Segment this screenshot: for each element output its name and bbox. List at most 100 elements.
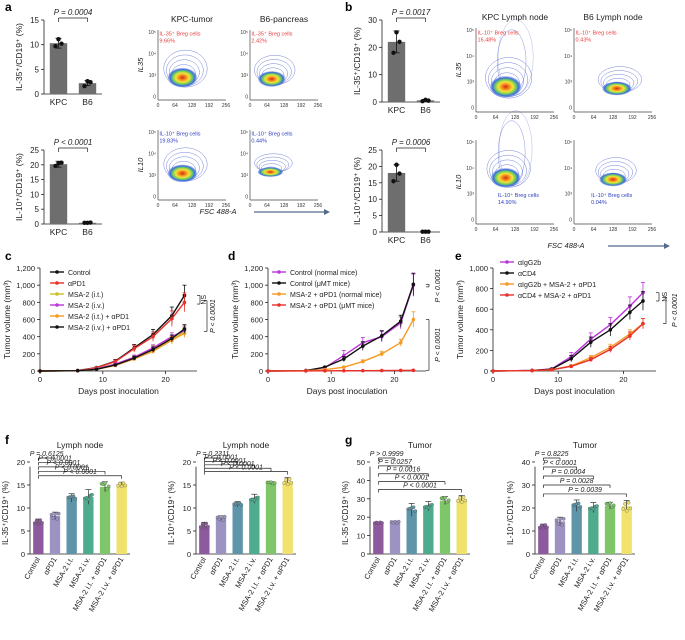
y-tick-label: 40 <box>522 458 530 467</box>
legend-entry: MSA-2 + αPD1 (normal mice) <box>290 292 382 299</box>
legend-entry: Control <box>68 270 91 277</box>
y-tick-label: 5 <box>35 205 40 214</box>
y-tick-label: 10⁵ <box>466 140 474 146</box>
y-tick-label: 0 <box>259 367 263 376</box>
x-tick-label: 0 <box>249 203 252 209</box>
y-tick-label: 10 <box>17 504 25 513</box>
gate-value: 2.42% <box>251 39 267 45</box>
x-axis-label: Days post inoculation <box>534 386 615 396</box>
y-tick-label: 5 <box>21 527 25 536</box>
category-label: KPC <box>50 227 67 237</box>
x-tick-label: 0 <box>491 375 495 384</box>
p-value-label: P = 0.0006 <box>392 138 431 147</box>
legend-entry: αCD4 <box>518 271 536 278</box>
gate-value: 9.66% <box>159 39 175 45</box>
y-tick-label: 0 <box>35 90 40 99</box>
data-point <box>323 365 327 369</box>
bar <box>423 506 434 554</box>
x-tick-label: 0 <box>157 203 160 209</box>
density-blob <box>257 71 286 87</box>
data-point <box>182 300 187 305</box>
y-axis-label: IL10 <box>454 174 463 189</box>
data-point <box>541 526 546 530</box>
y-tick-label: 10³ <box>149 173 157 179</box>
bar <box>588 507 599 554</box>
data-point <box>589 340 593 344</box>
y-tick-label: 1,200 <box>16 264 35 273</box>
x-axis-label: Days post inoculation <box>78 386 159 396</box>
p-value-label: P = 0.2311 <box>196 451 229 458</box>
y-axis-label: Tumor volume (mm³) <box>455 280 465 359</box>
x-tick-label: 256 <box>222 203 231 209</box>
y-tick-label: 30 <box>522 481 530 490</box>
data-point <box>621 507 625 511</box>
y-tick-label: 10⁴ <box>466 166 474 172</box>
y-tick-label: 0 <box>153 94 156 100</box>
y-tick-label: 0 <box>484 367 488 376</box>
x-tick-label: 256 <box>648 115 657 121</box>
data-point <box>623 502 627 506</box>
data-point <box>560 523 564 527</box>
p-value-label: P < 0.0001 <box>212 458 246 465</box>
data-point <box>151 347 155 352</box>
plot-subtitle: KPC-tumor <box>171 14 213 24</box>
bar <box>33 521 44 554</box>
series-line <box>39 295 186 372</box>
bar <box>83 496 94 554</box>
data-point <box>379 334 384 338</box>
x-tick-label: 20 <box>390 375 398 384</box>
y-tick-label: 1,000 <box>16 281 35 290</box>
category-label: Control <box>188 555 208 581</box>
bar <box>265 483 277 554</box>
p-value-label: P < 0.0001 <box>543 460 577 467</box>
data-point <box>53 512 57 516</box>
data-point <box>199 525 203 529</box>
category-label: αPD1 <box>546 556 563 577</box>
bar <box>282 481 293 554</box>
data-point <box>88 79 93 85</box>
y-tick-label: 0 <box>245 94 248 100</box>
legend-entry: αIgG2b + MSA-2 + αPD1 <box>518 282 596 289</box>
data-point <box>411 368 416 373</box>
series-line <box>267 369 414 372</box>
category-label: B6 <box>420 105 431 115</box>
y-tick-label: 10 <box>522 527 530 536</box>
data-point <box>641 321 645 326</box>
x-tick-label: 64 <box>591 227 597 233</box>
x-tick-label: 64 <box>493 115 499 121</box>
legend-marker <box>277 281 281 285</box>
p-value-label: P < 0.0001 <box>38 455 72 462</box>
x-tick-label: 128 <box>609 115 618 121</box>
gate-label: IL-10⁺ Breg cells <box>498 192 539 199</box>
bar <box>232 504 243 554</box>
p-value-label: P < 0.0001 <box>204 454 238 461</box>
data-point <box>458 495 462 500</box>
x-tick-label: 128 <box>188 103 197 109</box>
data-point <box>256 495 260 500</box>
y-tick-label: 10⁵ <box>466 28 474 34</box>
data-point <box>342 368 346 373</box>
bar <box>456 499 467 554</box>
x-tick-label: 20 <box>161 375 169 384</box>
data-point <box>608 347 613 352</box>
x-tick-label: 64 <box>172 203 178 209</box>
gate-value: 0.44% <box>251 139 267 145</box>
data-point <box>88 220 93 225</box>
p-value-label: P < 0.0001 <box>395 475 429 482</box>
data-point <box>396 519 401 524</box>
data-point <box>411 282 416 287</box>
data-point <box>430 503 434 507</box>
data-point <box>558 517 562 522</box>
data-point <box>38 518 42 522</box>
y-tick-label: 10⁵ <box>148 130 156 136</box>
category-label: Control <box>22 555 42 581</box>
data-point <box>53 43 58 49</box>
data-point <box>266 369 270 373</box>
gate-label: IL-10⁺ Breg cells <box>576 30 617 37</box>
data-point <box>284 478 288 482</box>
y-tick-label: 0 <box>361 550 365 559</box>
data-point <box>456 499 460 503</box>
panel-letter-d: d <box>228 249 235 263</box>
y-tick-label: 0 <box>21 550 25 559</box>
density-blob <box>599 172 627 187</box>
